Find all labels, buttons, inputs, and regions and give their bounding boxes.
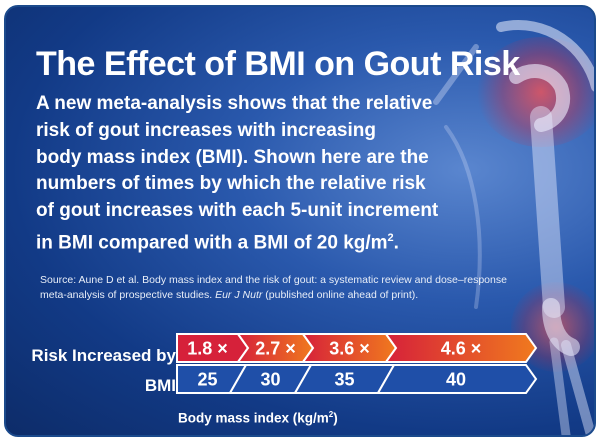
infographic-card: The Effect of BMI on Gout Risk A new met… xyxy=(4,5,596,437)
axis-label-end: ) xyxy=(333,410,338,426)
axis-label-superscript: 2 xyxy=(328,410,334,419)
risk-value: 3.6 × xyxy=(329,339,370,359)
bmi-value: 25 xyxy=(197,370,217,390)
bmi-cell xyxy=(376,364,538,394)
body-line: of gout increases with each 5-unit incre… xyxy=(36,200,439,222)
bmi-value: 40 xyxy=(446,370,466,390)
source-text: Source: Aune D et al. Body mass index an… xyxy=(40,274,507,301)
body-line-text: in BMI compared with a BMI of 20 kg/m xyxy=(36,232,388,254)
body-line: risk of gout increases with increasing xyxy=(36,119,376,141)
page-title: The Effect of BMI on Gout Risk xyxy=(36,45,520,83)
bmi-value: 35 xyxy=(334,370,354,390)
body-line: numbers of times by which the relative r… xyxy=(36,173,426,195)
body-superscript: 2 xyxy=(387,231,394,244)
intro-paragraph: A new meta-analysis shows that the relat… xyxy=(36,91,486,257)
risk-row-label: Risk Increased by xyxy=(31,346,176,365)
source-journal: Eur J Nutr xyxy=(215,288,263,301)
axis-label-text: Body mass index (kg/m xyxy=(178,410,329,426)
body-line: in BMI compared with a BMI of 20 kg/m2. xyxy=(36,225,486,257)
bmi-row-label: BMI xyxy=(144,376,176,395)
body-line-end: . xyxy=(393,232,399,254)
source-suffix: (published online ahead of print). xyxy=(262,288,419,301)
risk-bmi-arrow-bar: 1.8 × 2.7 × 3.6 × 4.6 × 25 30 35 40 xyxy=(176,333,538,394)
bmi-value: 30 xyxy=(260,370,280,390)
source-citation: Source: Aune D et al. Body mass index an… xyxy=(40,273,510,302)
risk-value: 2.7 × xyxy=(255,339,296,359)
bmi-axis-label: Body mass index (kg/m2) xyxy=(178,410,338,426)
risk-cell xyxy=(384,333,538,363)
risk-value: 4.6 × xyxy=(441,339,482,359)
body-line: body mass index (BMI). Shown here are th… xyxy=(36,146,429,168)
xray-arm-illustration xyxy=(433,20,594,435)
body-line: A new meta-analysis shows that the relat… xyxy=(36,93,433,114)
risk-value: 1.8 × xyxy=(187,339,228,359)
